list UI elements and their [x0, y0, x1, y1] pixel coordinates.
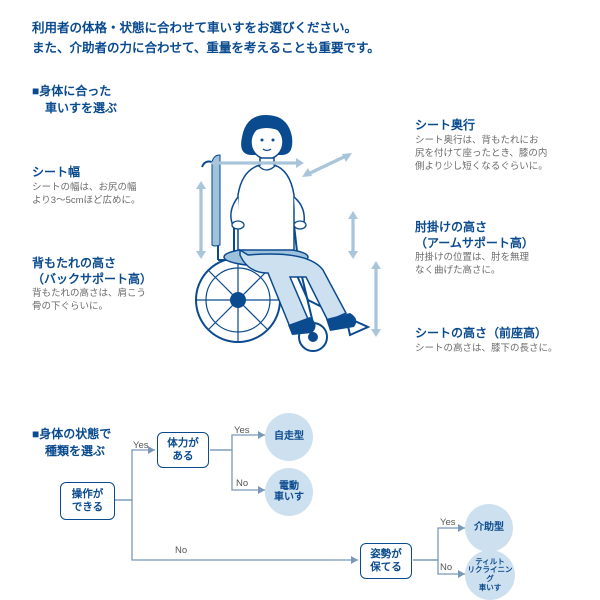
- section-1-title-l2: 車いすを選ぶ: [32, 99, 117, 116]
- arm-height-desc-2: なく曲げた高さに。: [415, 264, 575, 277]
- callout-seat-depth: シート奥行 シート奥行は、背もたれにお 尻を付けて座ったとき、膝の内 側より少し…: [415, 118, 575, 173]
- back-height-desc-2: 骨の下ぐらいに。: [32, 300, 182, 313]
- node-tilt-label: ティルト リクライニング 車いす: [465, 558, 515, 593]
- edge-no-1: No: [175, 545, 187, 556]
- callout-arm-height: 肘掛けの高さ （アームサポート高） 肘掛けの位置は、肘を無理 なく曲げた高さに。: [415, 220, 575, 278]
- arm-height-title-1: 肘掛けの高さ: [415, 220, 575, 236]
- callout-back-height: 背もたれの高さ （バックサポート高） 背もたれの高さは、肩こう 骨の下ぐらいに。: [32, 256, 182, 314]
- node-attendant-label: 介助型: [474, 522, 504, 534]
- intro-text: 利用者の体格・状態に合わせて車いすをお選びください。 また、介助者の力に合わせて…: [32, 18, 568, 58]
- intro-line-1: 利用者の体格・状態に合わせて車いすをお選びください。: [32, 18, 568, 38]
- edge-yes-1: Yes: [133, 440, 149, 451]
- back-height-title-2: （バックサポート高）: [32, 272, 182, 288]
- arm-height-title-2: （アームサポート高）: [415, 236, 575, 252]
- section-2-title: ■身体の状態で 種類を選ぶ: [32, 425, 111, 459]
- seat-depth-desc-1: シート奥行は、背もたれにお: [415, 134, 575, 147]
- node-has-strength: 体力が ある: [157, 432, 209, 468]
- edge-no-2: No: [236, 478, 248, 489]
- node-can-operate-label: 操作が できる: [72, 488, 104, 513]
- edge-yes-3: Yes: [440, 517, 456, 528]
- back-height-desc-1: 背もたれの高さは、肩こう: [32, 287, 182, 300]
- section-1-title: ■身体に合った 車いすを選ぶ: [32, 82, 117, 116]
- seat-height-title: シートの高さ（前座高）: [415, 326, 580, 342]
- arm-height-desc-1: 肘掛けの位置は、肘を無理: [415, 251, 575, 264]
- section-2-title-l2: 種類を選ぶ: [32, 442, 111, 459]
- seat-depth-title: シート奥行: [415, 118, 575, 134]
- seat-width-desc-1: シートの幅は、お尻の幅: [32, 181, 162, 194]
- seat-height-desc: シートの高さは、膝下の長さに。: [415, 342, 580, 355]
- node-attendant: 介助型: [465, 504, 513, 552]
- node-has-strength-label: 体力が ある: [167, 437, 199, 462]
- edge-no-3: No: [440, 562, 452, 573]
- seat-width-desc-2: より3～5cmほど広めに。: [32, 194, 162, 207]
- section-1-title-l1: ■身体に合った: [32, 82, 117, 99]
- wheelchair-svg: [178, 105, 403, 365]
- node-powered-label: 電動 車いす: [274, 481, 304, 504]
- node-self-propel-label: 自走型: [274, 431, 304, 443]
- seat-width-title: シート幅: [32, 165, 162, 181]
- seat-depth-desc-3: 側より少し短くなるぐらいに。: [415, 160, 575, 173]
- back-height-title-1: 背もたれの高さ: [32, 256, 182, 272]
- node-keep-posture-label: 姿勢が 保てる: [370, 548, 402, 573]
- section-2-title-l1: ■身体の状態で: [32, 425, 111, 442]
- node-keep-posture: 姿勢が 保てる: [360, 543, 412, 579]
- edge-yes-2: Yes: [234, 425, 250, 436]
- node-can-operate: 操作が できる: [60, 482, 115, 520]
- node-powered: 電動 車いす: [265, 468, 313, 516]
- callout-seat-width: シート幅 シートの幅は、お尻の幅 より3～5cmほど広めに。: [32, 165, 162, 207]
- seat-depth-desc-2: 尻を付けて座ったとき、膝の内: [415, 147, 575, 160]
- wheelchair-illustration: [178, 105, 403, 365]
- callout-seat-height: シートの高さ（前座高） シートの高さは、膝下の長さに。: [415, 326, 580, 355]
- node-tilt: ティルト リクライニング 車いす: [465, 550, 515, 600]
- intro-line-2: また、介助者の力に合わせて、重量を考えることも重要です。: [32, 38, 568, 58]
- node-self-propel: 自走型: [265, 413, 313, 461]
